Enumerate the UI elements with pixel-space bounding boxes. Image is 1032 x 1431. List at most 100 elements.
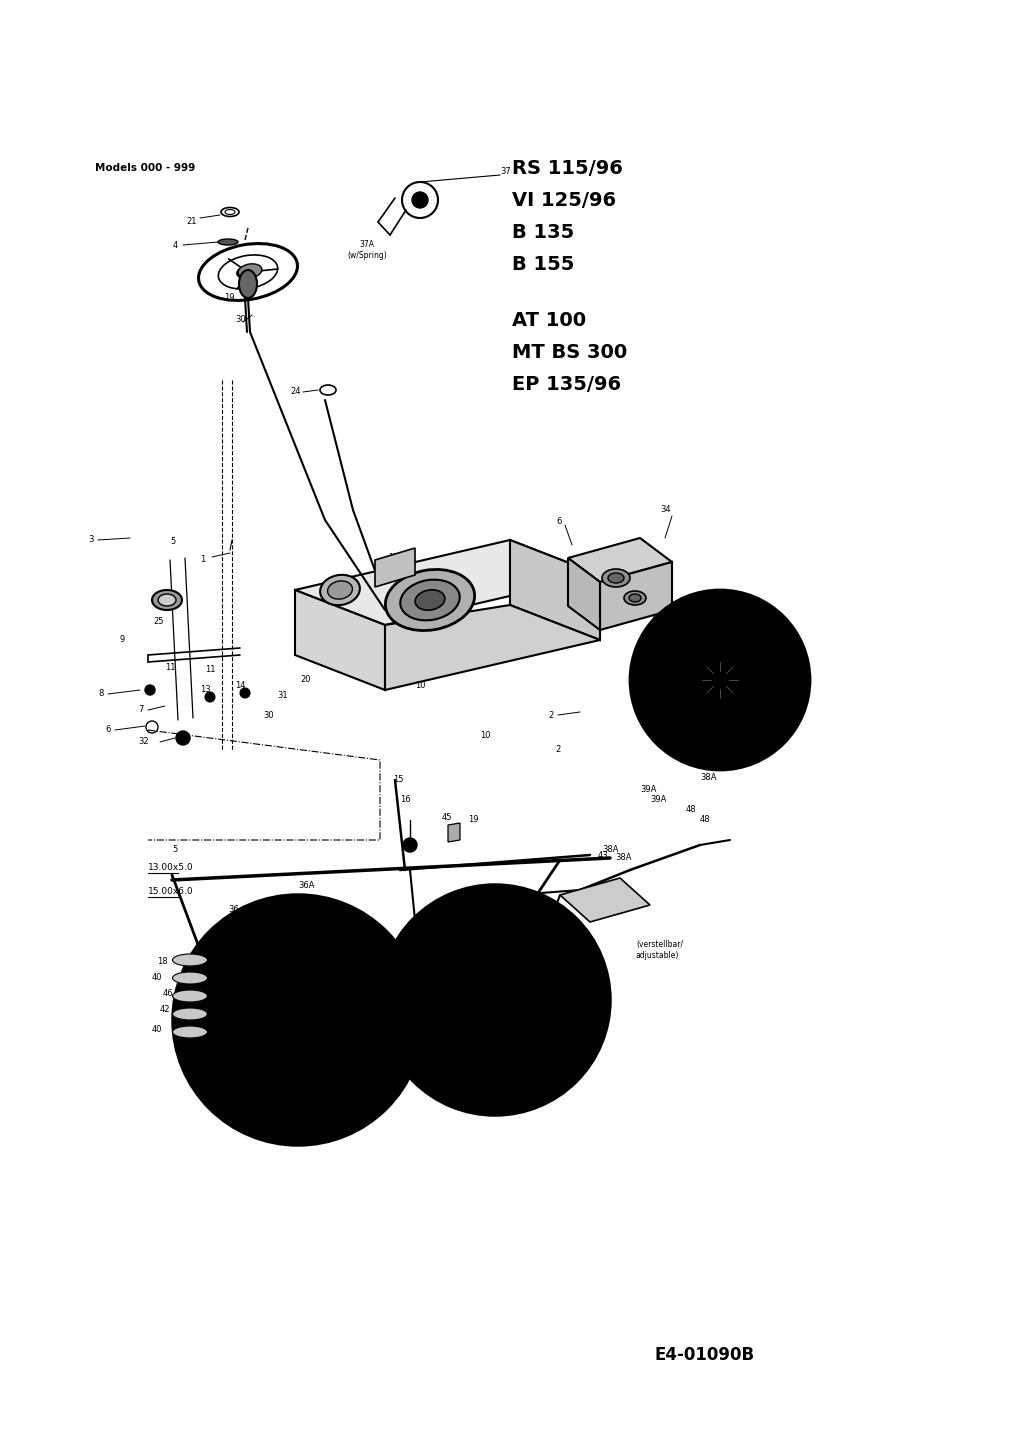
Ellipse shape — [218, 239, 238, 245]
Text: 52: 52 — [395, 1058, 406, 1066]
Text: 37: 37 — [499, 167, 511, 176]
Polygon shape — [568, 538, 672, 582]
Text: 40: 40 — [152, 973, 162, 983]
Text: 24: 24 — [290, 388, 300, 396]
Text: 4: 4 — [173, 240, 179, 249]
Ellipse shape — [385, 570, 475, 631]
Circle shape — [682, 643, 757, 718]
Circle shape — [461, 975, 472, 985]
Ellipse shape — [158, 594, 176, 605]
Text: 44: 44 — [498, 947, 509, 956]
Text: 37A
(w/Spring): 37A (w/Spring) — [347, 240, 387, 259]
Text: 21: 21 — [186, 218, 196, 226]
Ellipse shape — [400, 580, 459, 621]
Ellipse shape — [327, 581, 352, 600]
Text: 18: 18 — [650, 615, 660, 624]
Text: EP 135/96: EP 135/96 — [512, 375, 621, 394]
Circle shape — [652, 643, 668, 658]
Text: 10: 10 — [415, 681, 425, 690]
Text: 15: 15 — [393, 776, 404, 784]
Text: 42: 42 — [160, 1006, 170, 1015]
Text: 11: 11 — [205, 665, 216, 674]
Text: 19: 19 — [467, 816, 479, 824]
Text: 2: 2 — [548, 711, 553, 720]
Ellipse shape — [239, 270, 257, 298]
Circle shape — [432, 910, 448, 926]
Text: 5: 5 — [172, 846, 178, 854]
Text: 13.00x5.0: 13.00x5.0 — [148, 863, 194, 873]
Circle shape — [712, 673, 728, 688]
Text: 7: 7 — [138, 705, 143, 714]
Circle shape — [270, 992, 326, 1047]
Text: AT 100: AT 100 — [512, 311, 586, 329]
Text: 15.00x6.0: 15.00x6.0 — [148, 887, 194, 896]
Circle shape — [331, 1015, 341, 1025]
Text: 39A: 39A — [650, 796, 667, 804]
Circle shape — [485, 990, 505, 1010]
Circle shape — [501, 962, 511, 972]
Ellipse shape — [237, 266, 259, 278]
Circle shape — [304, 979, 315, 989]
Ellipse shape — [415, 590, 445, 610]
Circle shape — [262, 993, 272, 1003]
Text: 41: 41 — [440, 903, 451, 913]
Circle shape — [469, 975, 521, 1026]
Text: 39A: 39A — [640, 786, 656, 794]
Ellipse shape — [624, 591, 646, 605]
Circle shape — [433, 937, 557, 1062]
Text: 25: 25 — [153, 618, 163, 627]
Ellipse shape — [172, 972, 207, 985]
Circle shape — [451, 956, 539, 1045]
Polygon shape — [600, 562, 672, 630]
Circle shape — [304, 1052, 315, 1062]
Circle shape — [230, 952, 366, 1088]
Circle shape — [665, 625, 775, 736]
Text: 53: 53 — [420, 1068, 430, 1076]
Text: 48: 48 — [686, 806, 697, 814]
Circle shape — [501, 1029, 511, 1039]
Text: 18: 18 — [678, 641, 688, 650]
Ellipse shape — [172, 1007, 207, 1020]
Circle shape — [700, 660, 740, 700]
Polygon shape — [385, 605, 600, 690]
Polygon shape — [560, 879, 650, 922]
Ellipse shape — [172, 990, 207, 1002]
Text: 6: 6 — [556, 518, 561, 527]
Text: VI 125/96: VI 125/96 — [512, 190, 616, 209]
Text: Models 000 - 999: Models 000 - 999 — [95, 163, 195, 173]
Text: 9: 9 — [120, 635, 125, 644]
Ellipse shape — [206, 1007, 224, 1013]
Ellipse shape — [628, 594, 641, 602]
Text: 48: 48 — [700, 816, 711, 824]
Polygon shape — [448, 823, 460, 841]
Ellipse shape — [152, 590, 182, 610]
Circle shape — [176, 731, 190, 746]
Text: 45: 45 — [442, 813, 452, 823]
Circle shape — [652, 622, 668, 638]
Circle shape — [262, 1037, 272, 1047]
Circle shape — [413, 919, 577, 1082]
Ellipse shape — [320, 575, 360, 605]
Text: 38A: 38A — [615, 853, 632, 863]
Ellipse shape — [238, 263, 262, 278]
Text: 13.00x5.0: 13.00x5.0 — [498, 1068, 544, 1076]
Circle shape — [205, 693, 215, 703]
Text: 17: 17 — [388, 554, 397, 562]
Ellipse shape — [608, 572, 624, 582]
Text: MT BS 300: MT BS 300 — [512, 342, 627, 362]
Text: 15.00x6.0: 15.00x6.0 — [230, 1050, 276, 1059]
Text: 36: 36 — [228, 906, 238, 914]
Text: 11: 11 — [165, 664, 175, 673]
Text: 15.00x6.0: 15.00x6.0 — [442, 1056, 488, 1065]
Text: 6: 6 — [105, 726, 110, 734]
Circle shape — [190, 912, 406, 1128]
Circle shape — [630, 590, 810, 770]
Text: 16: 16 — [400, 796, 411, 804]
Text: 16: 16 — [645, 641, 655, 650]
Ellipse shape — [172, 1026, 207, 1037]
Text: 40: 40 — [152, 1026, 162, 1035]
Text: 2: 2 — [555, 746, 560, 754]
Text: 3: 3 — [88, 535, 93, 545]
Text: 36A: 36A — [298, 880, 315, 890]
Circle shape — [645, 605, 795, 756]
